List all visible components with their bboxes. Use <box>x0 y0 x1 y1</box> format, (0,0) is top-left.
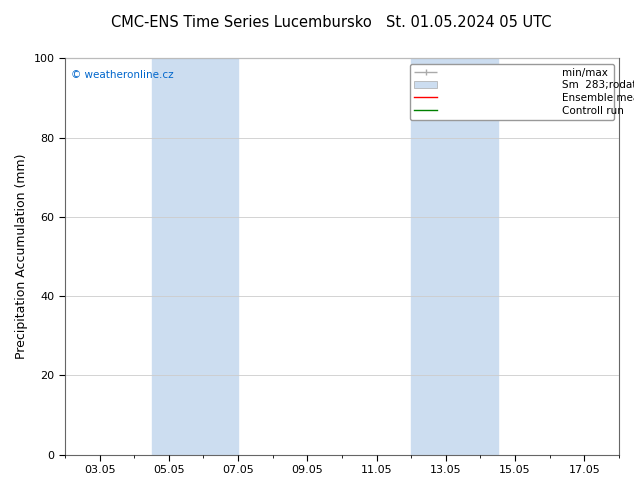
Text: CMC-ENS Time Series Lucembursko: CMC-ENS Time Series Lucembursko <box>110 15 372 30</box>
Legend: min/max, Sm  283;rodatn acute; odchylka, Ensemble mean run, Controll run: min/max, Sm 283;rodatn acute; odchylka, … <box>410 64 614 120</box>
Bar <box>152 58 238 455</box>
Text: St. 01.05.2024 05 UTC: St. 01.05.2024 05 UTC <box>386 15 552 30</box>
Bar <box>411 58 498 455</box>
Y-axis label: Precipitation Accumulation (mm): Precipitation Accumulation (mm) <box>15 154 28 359</box>
Text: © weatheronline.cz: © weatheronline.cz <box>70 71 173 80</box>
